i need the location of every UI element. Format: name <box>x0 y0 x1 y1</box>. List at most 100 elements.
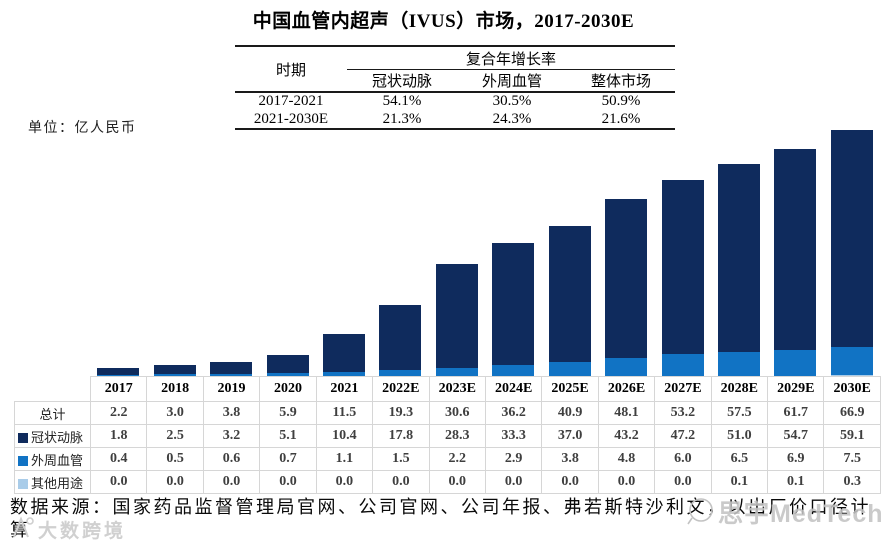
cagr-col-overall: 整体市场 <box>567 69 676 93</box>
value-cell: 1.5 <box>372 447 430 471</box>
value-cell: 0.0 <box>484 470 543 494</box>
legend-swatch-icon <box>18 478 28 489</box>
cagr-col-peripheral: 外周血管 <box>457 69 567 93</box>
cagr-row1-period: 2017-2021 <box>258 93 324 109</box>
year-header-cell: 2020 <box>259 376 317 402</box>
value-cell: 0.0 <box>202 470 261 494</box>
value-cell: 0.0 <box>146 470 204 494</box>
value-cell: 3.8 <box>541 447 599 471</box>
row-label-cell: 其他用途 <box>14 470 91 494</box>
value-cell: 5.9 <box>259 401 317 425</box>
bar-segment <box>605 199 648 359</box>
cagr-col-coronary: 冠状动脉 <box>347 69 457 93</box>
watermark-medtech-label: 思宇MedTech <box>718 500 884 528</box>
value-cell: 2.2 <box>89 401 148 425</box>
bar-segment <box>830 130 873 348</box>
bar-segment <box>830 374 873 376</box>
value-cell: 2.5 <box>146 424 204 448</box>
value-cell: 37.0 <box>541 424 599 448</box>
cagr-row1-peripheral: 30.5% <box>492 93 532 109</box>
value-cell: 54.7 <box>767 424 825 448</box>
value-cell: 3.2 <box>202 424 261 448</box>
value-cell: 0.0 <box>428 470 486 494</box>
dashu-logo-icon <box>13 516 34 538</box>
cagr-row2-period: 2021-2030E <box>235 110 347 130</box>
cagr-group-header: 复合年增长率 <box>347 45 676 70</box>
value-cell: 4.8 <box>597 447 656 471</box>
bar-segment <box>97 374 140 376</box>
value-cell: 30.6 <box>428 401 486 425</box>
value-cell: 17.8 <box>372 424 430 448</box>
bar-segment <box>435 263 478 368</box>
value-cell: 2.2 <box>428 447 486 471</box>
cagr-table: 时期 复合年增长率 冠状动脉 外周血管 整体市场 2017-2021 54.1%… <box>235 45 676 130</box>
value-cell: 66.9 <box>823 401 881 425</box>
value-cell: 7.5 <box>823 447 881 471</box>
cagr-row2-coronary: 21.3% <box>347 110 457 130</box>
value-cell: 47.2 <box>654 424 712 448</box>
year-header-cell: 2023E <box>428 376 486 402</box>
value-cell: 36.2 <box>484 401 543 425</box>
value-cell: 0.3 <box>823 470 881 494</box>
bar-segment <box>492 242 535 366</box>
value-cell: 19.3 <box>372 401 430 425</box>
watermark-dashu-label: 大数跨境 <box>38 520 127 542</box>
value-cell: 0.4 <box>89 447 148 471</box>
bar-segment <box>379 305 422 371</box>
bar-segment <box>435 367 478 376</box>
row-label-cell: 总计 <box>14 401 91 425</box>
year-header-cell: 2024E <box>484 376 543 402</box>
bar-segment <box>774 149 817 351</box>
value-cell: 0.0 <box>372 470 430 494</box>
value-cell: 28.3 <box>428 424 486 448</box>
value-cell: 0.0 <box>315 470 374 494</box>
unit-label: 单位：亿人民币 <box>28 121 137 136</box>
bar-segment <box>322 333 365 372</box>
value-cell: 0.0 <box>597 470 656 494</box>
value-cell: 33.3 <box>484 424 543 448</box>
value-cell: 48.1 <box>597 401 656 425</box>
cagr-row1-overall: 50.9% <box>601 93 641 109</box>
value-cell: 0.0 <box>259 470 317 494</box>
cagr-row2-overall: 21.6% <box>567 110 676 130</box>
row-label-cell: 外周血管 <box>14 447 91 471</box>
value-cell: 10.4 <box>315 424 374 448</box>
bar-segment <box>210 362 253 374</box>
year-header-cell: 2026E <box>597 376 656 402</box>
value-cell: 0.0 <box>654 470 712 494</box>
value-cell: 1.8 <box>89 424 148 448</box>
value-cell: 3.8 <box>202 401 261 425</box>
value-cell: 53.2 <box>654 401 712 425</box>
table-row: 冠状动脉 1.8 2.5 3.2 5.1 10.4 17.8 28.3 33.3 37.0 43.2… <box>14 424 881 448</box>
watermark-dashu: 大数跨境 <box>8 515 126 543</box>
value-cell: 51.0 <box>710 424 769 448</box>
year-header-cell: 2025E <box>541 376 599 402</box>
source-note-line1: 数据来源：国家药品监督管理局官网、公司官网、公司年报、弗若斯特沙利文，以出厂价口… <box>10 497 871 517</box>
bar-segment <box>492 365 535 376</box>
bar-segment <box>379 370 422 376</box>
bar-segment <box>661 180 704 354</box>
year-header-cell: 2021 <box>315 376 374 402</box>
legend-swatch-icon <box>18 455 28 466</box>
cagr-row2-peripheral: 24.3% <box>457 110 567 130</box>
value-cell: 11.5 <box>315 401 374 425</box>
value-cell: 6.9 <box>767 447 825 471</box>
value-cell: 59.1 <box>823 424 881 448</box>
bar-segment <box>717 164 760 352</box>
bar-segment <box>266 354 309 374</box>
bar-segment <box>830 347 873 375</box>
value-cell: 0.0 <box>89 470 148 494</box>
cagr-period-header: 时期 <box>235 45 347 93</box>
bar-segment <box>548 362 591 376</box>
year-header-cell: 2018 <box>146 376 204 402</box>
year-header-cell: 2022E <box>372 376 430 402</box>
value-cell: 0.1 <box>710 470 769 494</box>
value-cell: 0.7 <box>259 447 317 471</box>
table-row: 其他用途 0.0 0.0 0.0 0.0 0.0 0.0 0.0 0.0 0.0 0.0 0.0 0.1… <box>14 470 881 494</box>
year-header-cell: 2029E <box>767 376 825 402</box>
year-header-cell: 2030E <box>823 376 881 402</box>
bar-segment <box>548 225 591 363</box>
bar-segment <box>153 364 196 375</box>
